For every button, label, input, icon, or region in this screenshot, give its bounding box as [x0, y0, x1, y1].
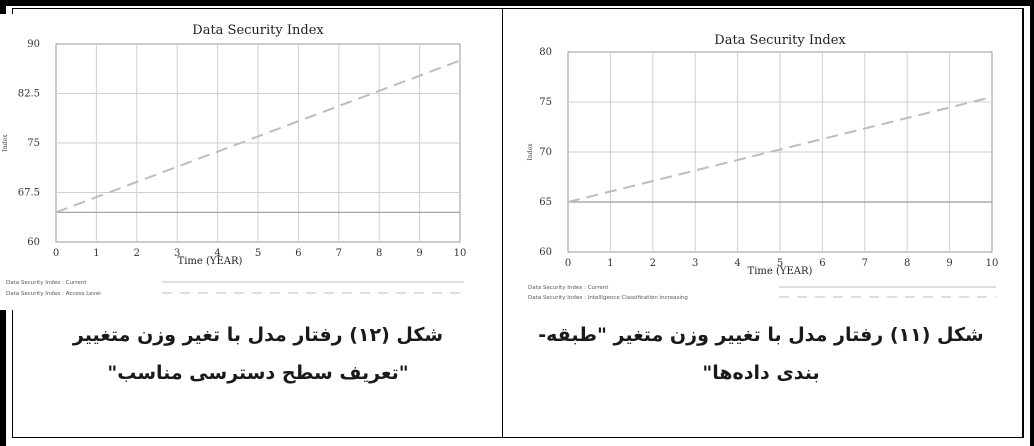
x-tick-label: 5	[255, 248, 261, 259]
x-tick-label: 9	[416, 248, 422, 259]
y-tick-label: 70	[539, 147, 552, 158]
x-tick-label: 1	[607, 258, 613, 269]
x-tick-label: 9	[946, 258, 952, 269]
legend-label: Data Security Index : Current	[6, 280, 87, 286]
y-tick-label: 80	[539, 47, 552, 58]
x-tick-label: 8	[904, 258, 910, 269]
x-tick-label: 10	[454, 248, 467, 259]
series-line	[567, 96, 993, 203]
chart-title: Data Security Index	[714, 33, 846, 48]
y-tick-label: 75	[539, 97, 552, 108]
x-tick-label: 4	[734, 258, 740, 269]
x-tick-label: 7	[336, 248, 342, 259]
table-top-border	[0, 0, 1034, 6]
y-tick-label: 60	[539, 247, 552, 258]
y-tick-label: 82.5	[18, 89, 40, 100]
chart-svg: Data Security Index 0 1 2 3 4 5 6 7 8 9 10 60 67.5 75 8…	[2, 23, 467, 297]
chart-svg: Data Security Index 0 1 2 3 4 5 6 7 8 9 10 60 65 70 75 8…	[527, 33, 999, 301]
y-tick-label: 60	[27, 237, 40, 248]
x-tick-label: 0	[53, 248, 59, 259]
y-axis-label: Index	[2, 134, 9, 152]
x-tick-label: 3	[174, 248, 180, 259]
caption-line-2: "تعریف سطح دسترسی مناسب"	[107, 362, 409, 384]
legend-label: Data Security Index : Current	[528, 285, 609, 291]
table-column-divider	[502, 8, 503, 438]
chart-access-level: Data Security Index 0 1 2 3 4 5 6 7 8 9 10 60 67.5 75 8…	[2, 14, 478, 310]
y-tick-label: 75	[27, 138, 40, 149]
x-tick-label: 0	[565, 258, 571, 269]
x-tick-label: 6	[819, 258, 825, 269]
x-axis-label: Time (YEAR)	[178, 256, 243, 267]
y-tick-label: 90	[27, 39, 40, 50]
x-tick-label: 8	[376, 248, 382, 259]
legend-label: Data Security Index : Access Level	[6, 291, 101, 297]
x-tick-label: 2	[650, 258, 656, 269]
table-right-border	[1030, 0, 1034, 446]
x-tick-label: 4	[214, 248, 220, 259]
caption-figure-12: شکل (۱۲) رفتار مدل با تغیر وزن متغییر "ت…	[16, 316, 500, 392]
caption-line-1: شکل (۱۲) رفتار مدل با تغیر وزن متغییر	[72, 324, 444, 346]
table-left-border-lower	[0, 310, 6, 446]
legend-label: Data Security Index : Intelligence Class…	[528, 295, 688, 301]
chart-title: Data Security Index	[192, 23, 324, 38]
y-axis-label: Index	[527, 143, 534, 161]
caption-line-1: شکل (۱۱) رفتار مدل با تغییر وزن متغیر "ط…	[538, 324, 984, 346]
x-axis-label: Time (YEAR)	[748, 266, 813, 277]
x-tick-label: 10	[986, 258, 999, 269]
x-tick-label: 7	[862, 258, 868, 269]
x-tick-label: 5	[777, 258, 783, 269]
series-line	[55, 59, 461, 214]
caption-line-2: بندی داده‌ها"	[702, 362, 820, 384]
y-tick-label: 65	[539, 197, 552, 208]
y-tick-label: 67.5	[18, 188, 40, 199]
table-left-border	[0, 0, 6, 14]
caption-figure-11: شکل (۱۱) رفتار مدل با تغییر وزن متغیر "ط…	[506, 316, 1016, 392]
x-tick-label: 3	[692, 258, 698, 269]
x-tick-label: 6	[295, 248, 301, 259]
table-inner-right-border	[1022, 8, 1024, 438]
x-tick-label: 2	[134, 248, 140, 259]
x-tick-label: 1	[93, 248, 99, 259]
chart-classification: Data Security Index 0 1 2 3 4 5 6 7 8 9 10 60 65 70 75 8…	[524, 22, 1012, 312]
